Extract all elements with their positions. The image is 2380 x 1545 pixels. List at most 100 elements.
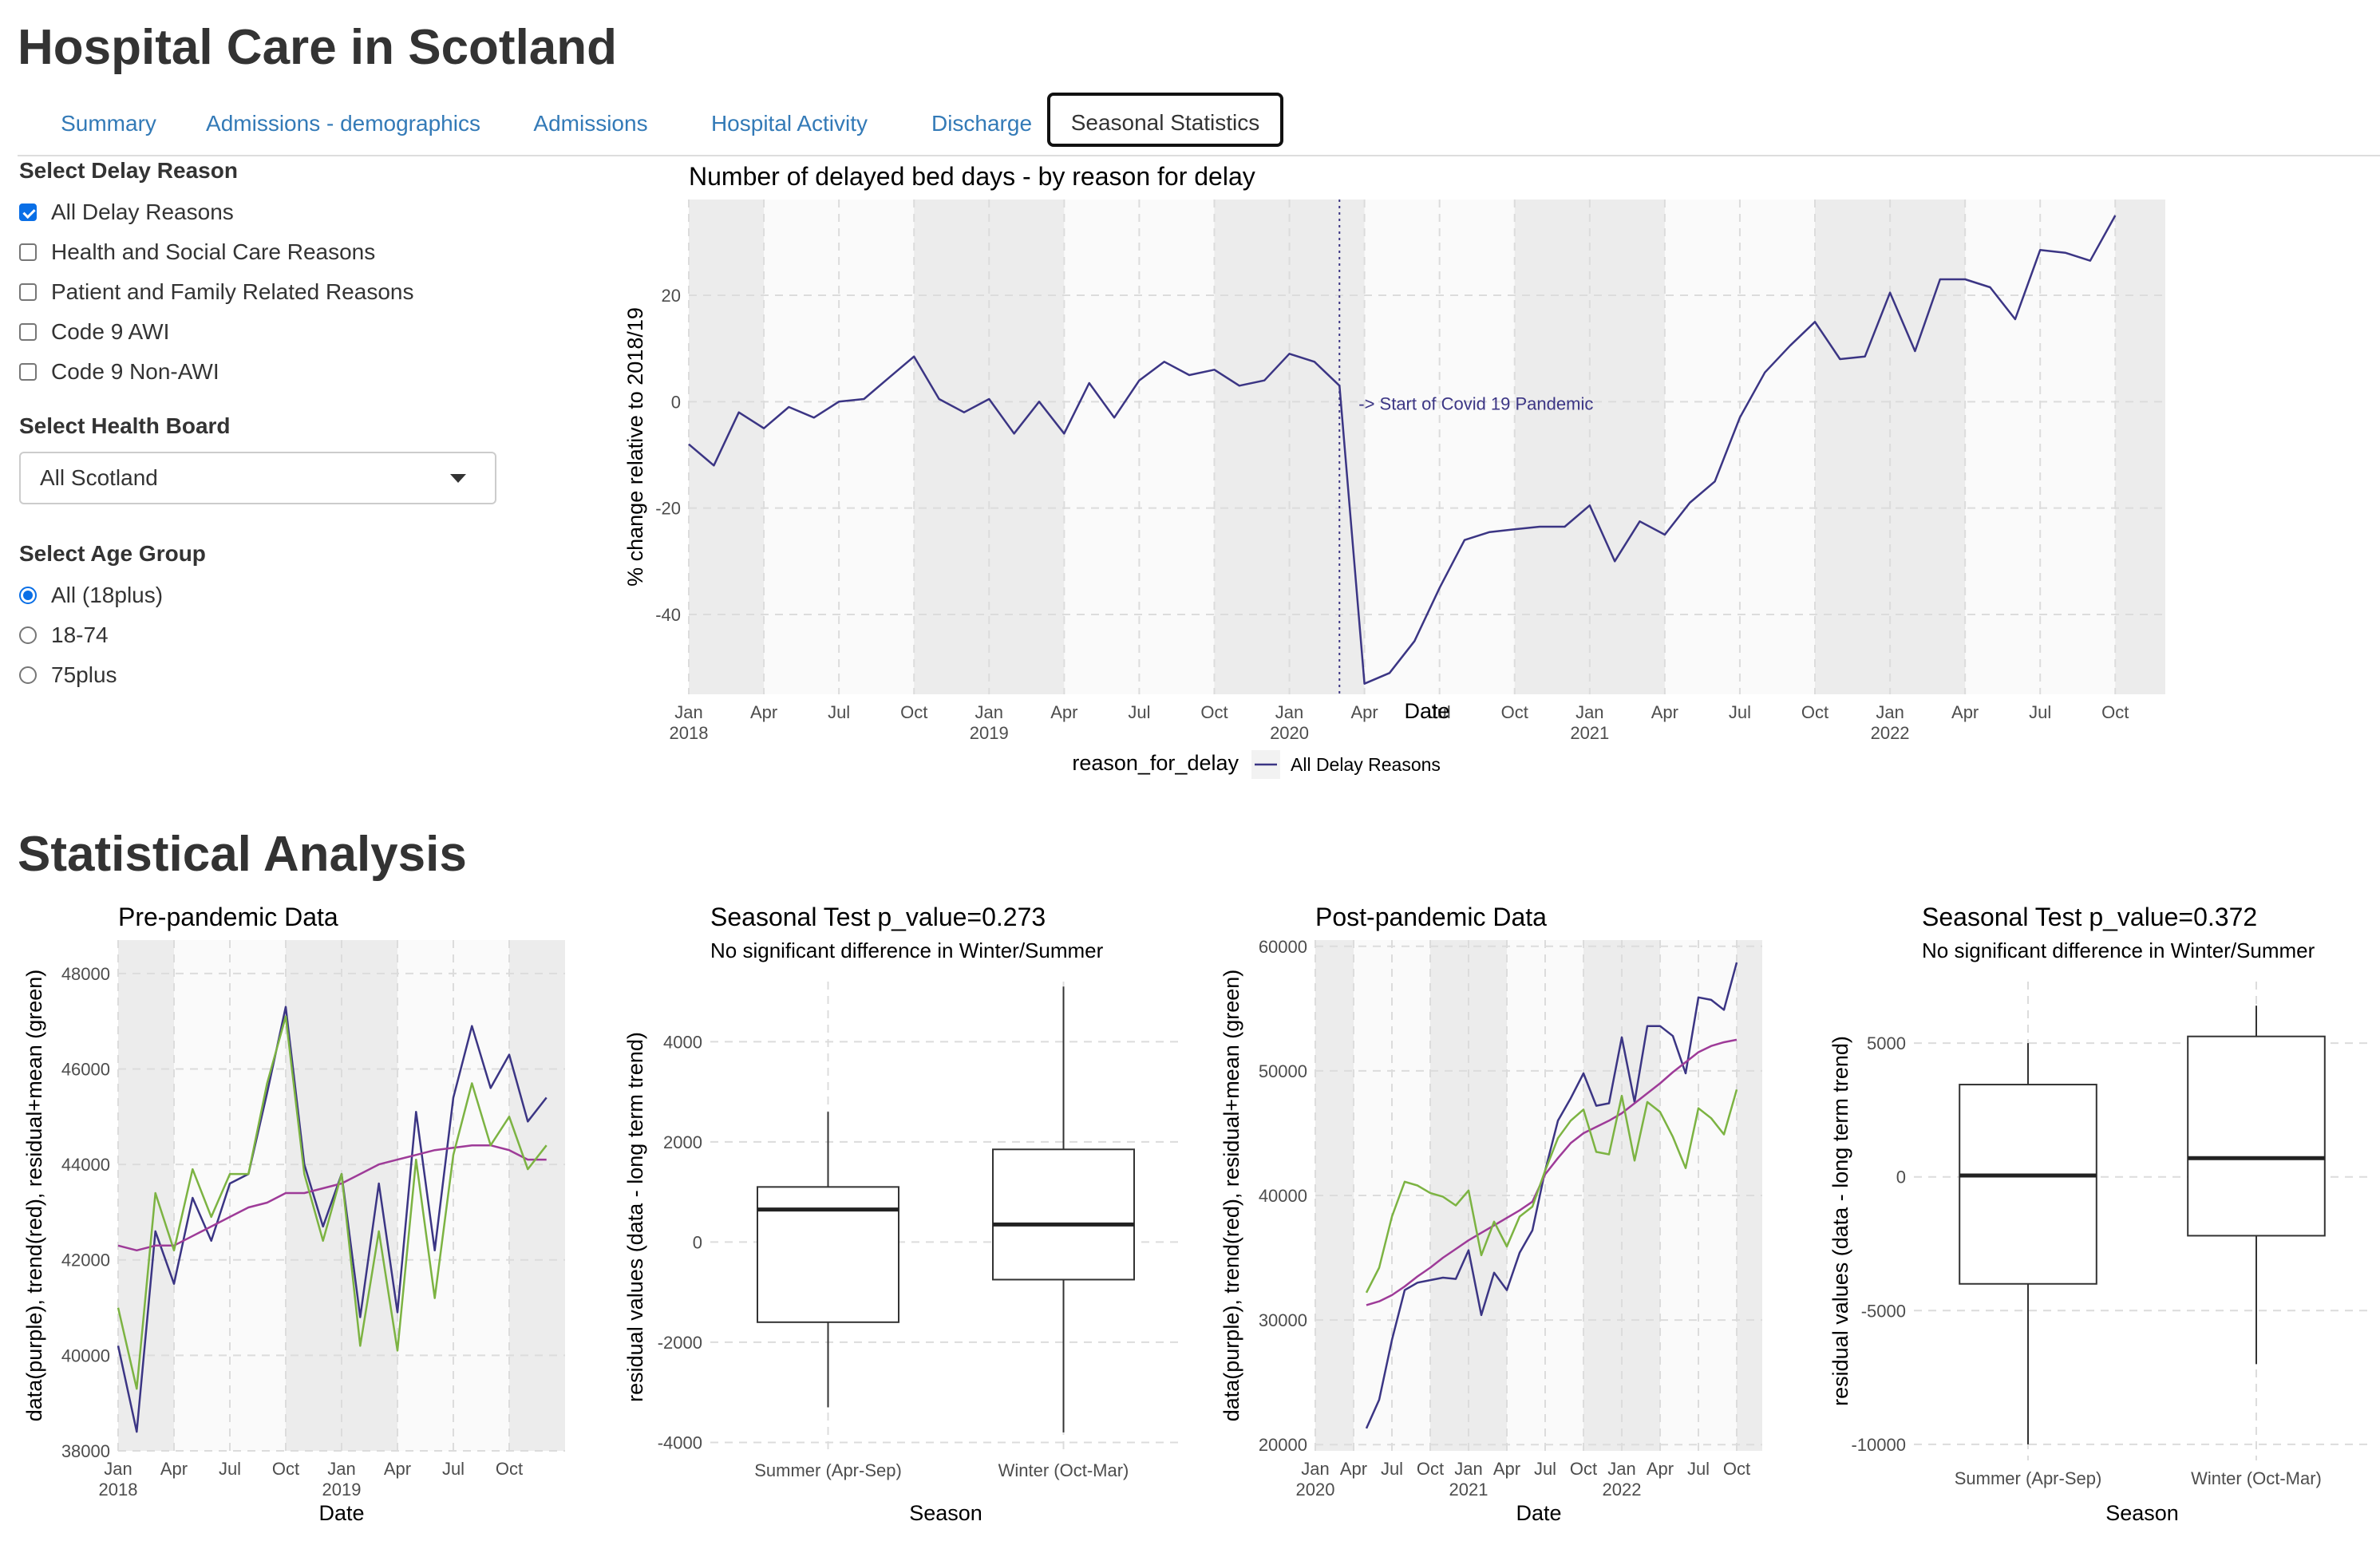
x-tick-label: Jan [1301, 1459, 1329, 1479]
tab-admissions-demographics[interactable]: Admissions - demographics [206, 111, 480, 136]
x-tick-label: Apr [1340, 1459, 1367, 1479]
chart-title: Seasonal Test p_value=0.372 [1922, 903, 2257, 931]
x-tick-label: Oct [1501, 702, 1528, 722]
y-tick-label: 42000 [61, 1251, 110, 1270]
chart-subtitle: No significant difference in Winter/Summ… [1922, 938, 2315, 962]
x-tick-label: Oct [1801, 702, 1828, 722]
tab-seasonal-statistics[interactable]: Seasonal Statistics [1047, 93, 1283, 147]
tab-admissions[interactable]: Admissions [533, 111, 648, 136]
x-tick-label: Jul [1534, 1459, 1556, 1479]
x-tick-label: Jan [1275, 702, 1303, 722]
pandemic-annotation: -> Start of Covid 19 Pandemic [1358, 393, 1593, 413]
x-tick-label: Jul [1429, 702, 1451, 722]
x-tick-label: Jul [1128, 702, 1150, 722]
y-tick-label: 20000 [1259, 1435, 1307, 1455]
x-tick-label: Winter (Oct-Mar) [2191, 1468, 2322, 1488]
delay-reason-option[interactable]: Health and Social Care Reasons [19, 236, 375, 268]
checkbox-icon[interactable] [19, 283, 37, 301]
x-tick-label: Jan [1575, 702, 1603, 722]
x-tick-label: Oct [1417, 1459, 1444, 1479]
tab-discharge[interactable]: Discharge [931, 111, 1033, 136]
y-tick-label: 0 [1896, 1168, 1906, 1187]
x-tick-label: Oct [900, 702, 927, 722]
option-label: Code 9 AWI [51, 319, 170, 344]
radio-icon[interactable] [19, 666, 37, 684]
select-value: All Scotland [40, 465, 158, 490]
chart-subtitle: No significant difference in Winter/Summ… [710, 938, 1104, 962]
chart-title: Seasonal Test p_value=0.273 [710, 903, 1046, 931]
y-axis-label: residual values (data - long term trend) [623, 1032, 647, 1402]
x-tick-year: 2021 [1570, 723, 1609, 743]
x-axis-label: Season [909, 1501, 982, 1525]
seasonal-test-pre-chart: 4000 2000 0 -2000 -4000 Summer (Apr-Sep) Winte… [623, 903, 1181, 1525]
x-tick-label: Apr [384, 1459, 411, 1479]
x-tick-label: Apr [1651, 702, 1678, 722]
tab-summary[interactable]: Summary [61, 111, 156, 136]
x-tick-year: 2018 [670, 723, 709, 743]
y-tick-label: 20 [662, 286, 681, 306]
age-group-option[interactable]: 75plus [19, 659, 117, 691]
delay-reason-option[interactable]: Code 9 AWI [19, 316, 169, 348]
series-line [1365, 1089, 1738, 1294]
y-tick-label: 40000 [61, 1345, 110, 1365]
shaded-period [118, 940, 174, 1451]
tab-hospital-activity[interactable]: Hospital Activity [710, 111, 868, 136]
x-tick-label: Apr [1350, 702, 1378, 722]
x-tick-label: Summer (Apr-Sep) [754, 1460, 902, 1480]
x-tick-label: Jan [674, 702, 702, 722]
radio-icon[interactable] [19, 587, 37, 604]
series-line [117, 1006, 548, 1433]
checkbox-icon[interactable] [19, 203, 37, 221]
age-group-option[interactable]: All (18plus) [19, 579, 163, 611]
section-title: Statistical Analysis [18, 827, 467, 882]
y-axis-label: residual values (data - long term trend) [1828, 1036, 1852, 1406]
checkbox-icon[interactable] [19, 323, 37, 341]
y-tick-label: -4000 [658, 1432, 702, 1452]
x-tick-year: 2022 [1871, 723, 1910, 743]
delay-reason-option[interactable]: Code 9 Non-AWI [19, 356, 219, 388]
x-tick-label: Jan [1607, 1459, 1635, 1479]
x-tick-label: Jan [104, 1459, 132, 1479]
option-label: Health and Social Care Reasons [51, 239, 376, 264]
y-tick-label: 40000 [1259, 1186, 1307, 1206]
radio-icon[interactable] [19, 626, 37, 644]
caret-down-icon [450, 474, 466, 483]
delay-reason-option[interactable]: All Delay Reasons [19, 196, 234, 228]
y-tick-label: -5000 [1861, 1301, 1906, 1321]
option-label: All (18plus) [51, 583, 164, 607]
x-tick-label: Winter (Oct-Mar) [998, 1460, 1129, 1480]
x-tick-year: 2020 [1296, 1480, 1335, 1500]
y-tick-label: 5000 [1867, 1033, 1906, 1053]
x-axis-label: Date [1404, 699, 1449, 723]
health-board-select[interactable]: All Scotland [19, 452, 496, 504]
option-label: All Delay Reasons [51, 200, 234, 224]
x-tick-year: 2022 [1603, 1480, 1642, 1500]
x-tick-label: Oct [496, 1459, 523, 1479]
checkbox-icon[interactable] [19, 363, 37, 381]
x-tick-label: Jul [1687, 1459, 1710, 1479]
age-group-option[interactable]: 18-74 [19, 619, 109, 651]
x-tick-year: 2020 [1270, 723, 1309, 743]
series-line [117, 1144, 547, 1252]
x-tick-year: 2019 [970, 723, 1009, 743]
y-tick-label: 46000 [61, 1059, 110, 1079]
tab-bar: Summary Admissions - demographics Admiss… [18, 89, 2380, 156]
delay-reason-option[interactable]: Patient and Family Related Reasons [19, 276, 413, 308]
page-title: Hospital Care in Scotland [18, 20, 618, 75]
series-line [117, 1015, 548, 1390]
y-tick-label: 0 [693, 1232, 702, 1252]
option-label: 75plus [51, 662, 117, 687]
checkbox-icon[interactable] [19, 243, 37, 261]
y-tick-label: -10000 [1851, 1435, 1906, 1455]
legend-title: reason_for_delay [1072, 751, 1239, 775]
y-axis-label: data(purple), trend(red), residual+mean … [1220, 970, 1243, 1422]
x-tick-label: Oct [1723, 1459, 1750, 1479]
y-tick-label: 2000 [663, 1132, 702, 1152]
x-tick-year: 2021 [1449, 1480, 1488, 1500]
x-tick-label: Jul [219, 1459, 241, 1479]
box-body [757, 1186, 899, 1323]
x-axis-label: Date [318, 1501, 364, 1525]
x-axis-label: Season [2105, 1501, 2179, 1525]
x-tick-label: Apr [1647, 1459, 1674, 1479]
